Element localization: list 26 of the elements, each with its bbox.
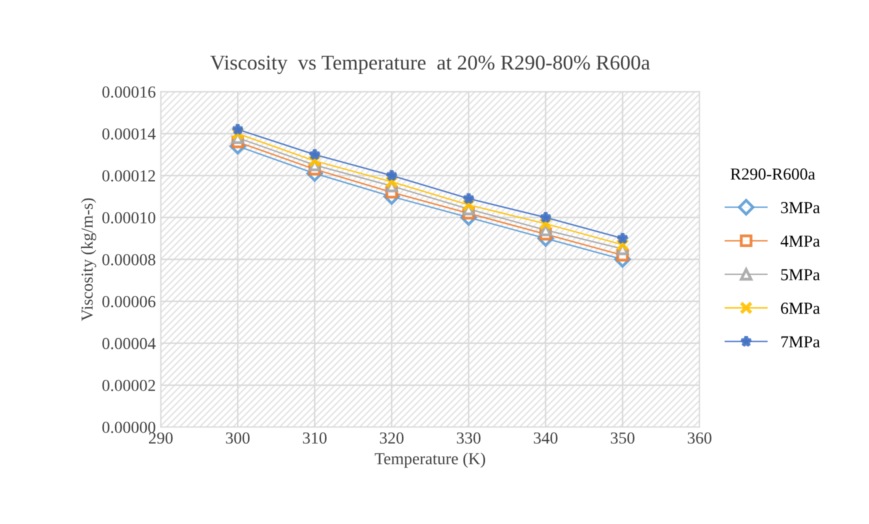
y-tick-label: 0.00014 <box>102 128 156 140</box>
x-tick-label: 320 <box>380 432 404 444</box>
legend-label: 5MPa <box>781 269 820 280</box>
y-tick-label: 0.00002 <box>102 380 155 392</box>
x-tick-label: 300 <box>226 432 250 444</box>
legend-label: 4MPa <box>780 236 820 247</box>
y-axis-title: Viscosity (kg/m-s) <box>81 198 96 321</box>
x-tick-label: 340 <box>534 432 558 444</box>
legend-title: R290-R600a <box>730 168 816 180</box>
x-tick-label: 310 <box>303 432 327 444</box>
y-tick-label: 0.00004 <box>102 338 156 350</box>
y-tick-label: 0.00006 <box>102 296 156 308</box>
x-tick-label: 350 <box>610 432 634 444</box>
x-tick-label: 360 <box>688 432 712 444</box>
y-tick-label: 0.00008 <box>102 254 156 266</box>
x-axis-title: Temperature (K) <box>374 452 486 468</box>
y-tick-label: 0.00012 <box>102 170 155 182</box>
x-tick-label: 290 <box>148 432 173 444</box>
y-tick-label: 0.00000 <box>102 422 156 434</box>
y-tick-label: 0.00016 <box>102 86 156 98</box>
legend-label: 6MPa <box>781 302 820 314</box>
legend-label: 3MPa <box>781 202 820 214</box>
chart-title: Viscosity vs Temperature at 20% R290-80% R600a <box>210 56 650 74</box>
legend-label: 7MPa <box>781 336 820 348</box>
x-tick-label: 330 <box>456 432 481 444</box>
y-tick-label: 0.00010 <box>102 212 156 224</box>
